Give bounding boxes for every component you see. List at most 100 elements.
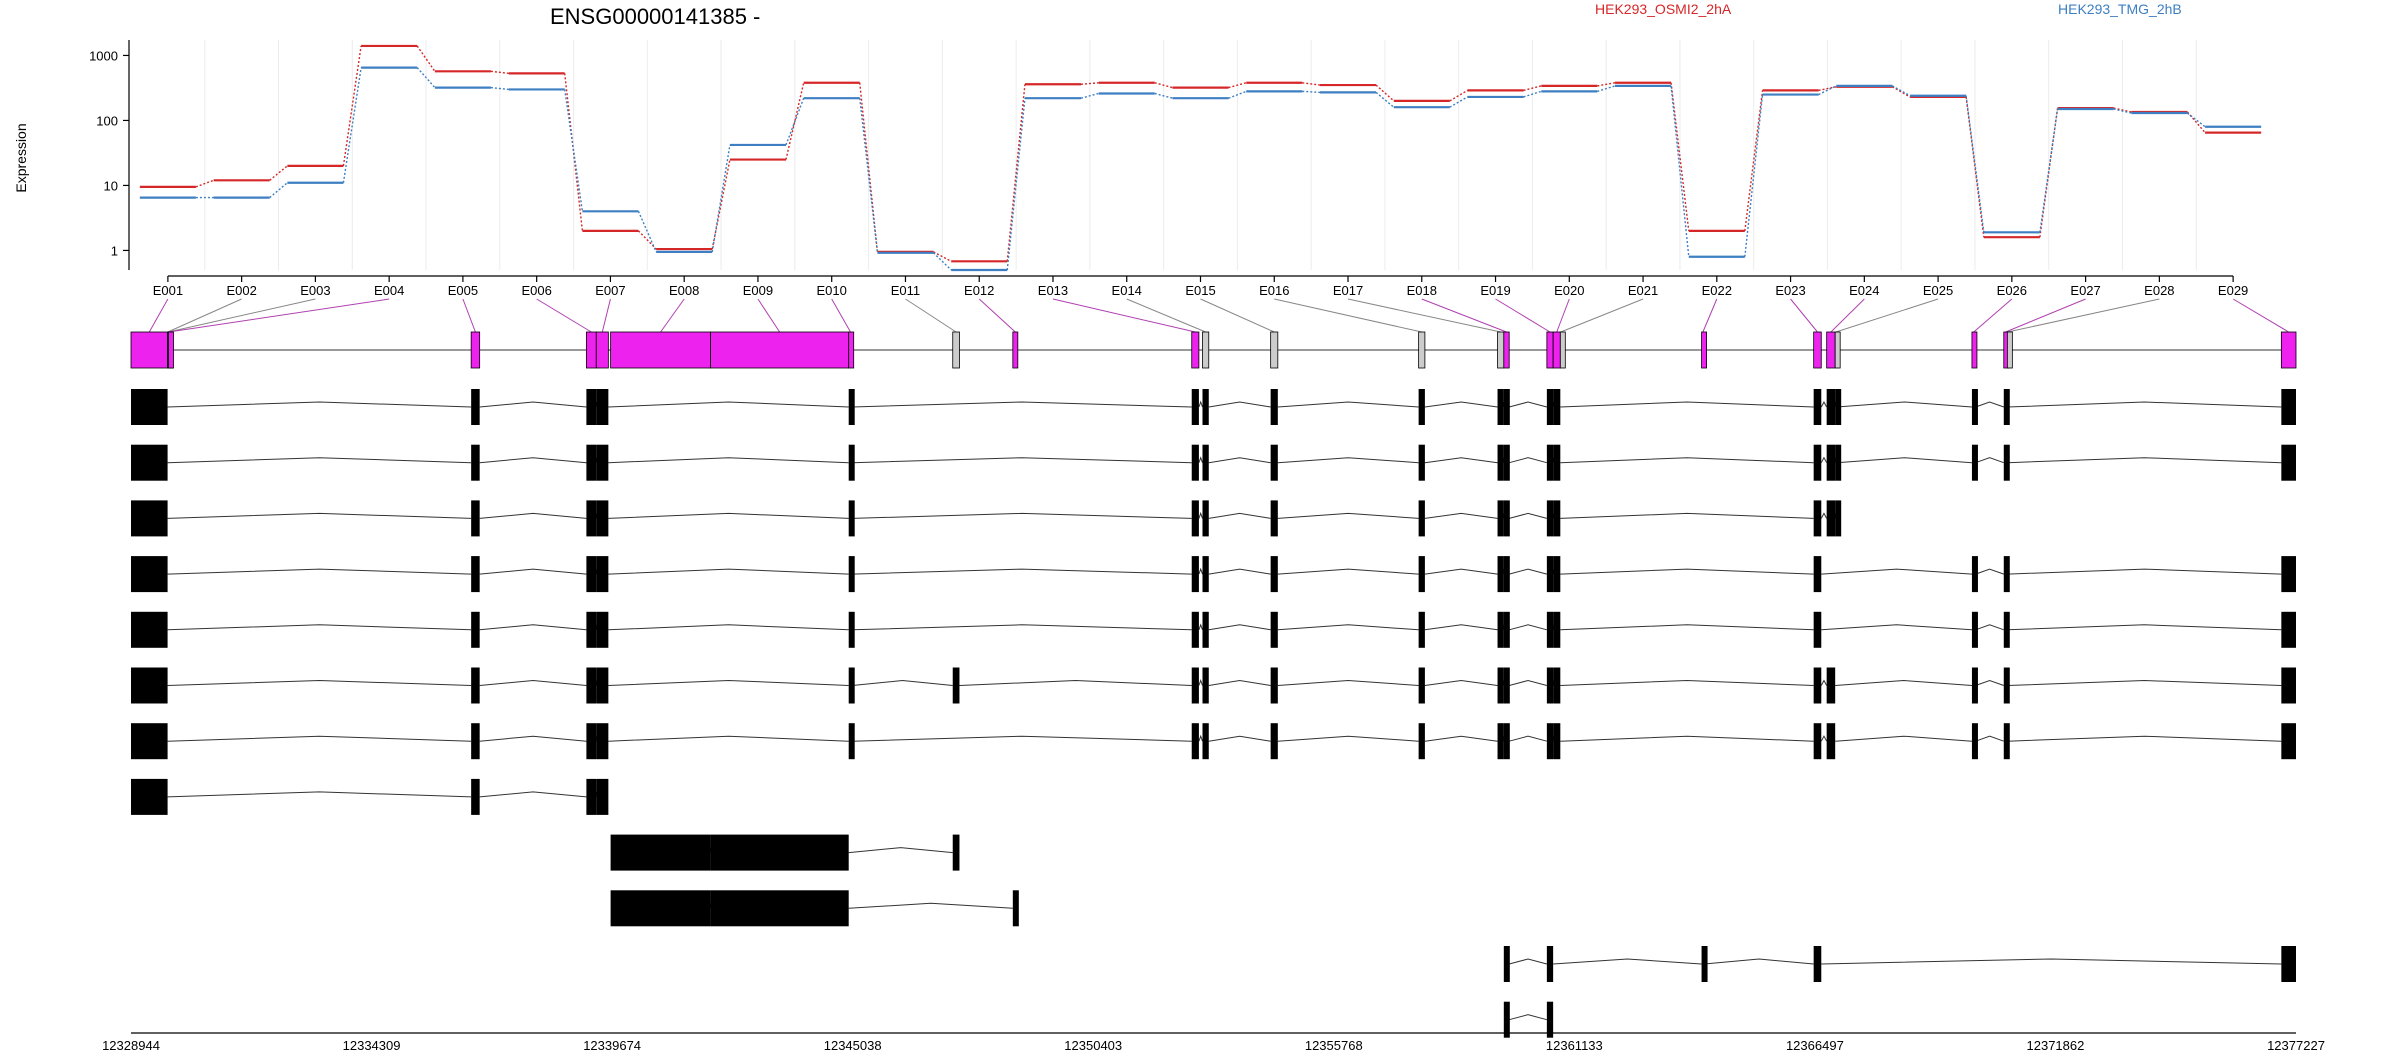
- gene-model: [130, 298, 2297, 369]
- transcript-models: [131, 389, 2296, 1038]
- exon-label: E009: [743, 283, 773, 298]
- transcript-exon: [1012, 890, 1019, 927]
- exon-box: [1559, 331, 1566, 369]
- exon-connector: [1126, 298, 1206, 333]
- exon-label: E024: [1849, 283, 1879, 298]
- exon-connector: [660, 298, 685, 333]
- exon-connector: [1052, 298, 1196, 333]
- exon-connector: [1790, 298, 1818, 333]
- exon-label: E007: [595, 283, 625, 298]
- transcript-exon: [1503, 389, 1510, 425]
- transcript-intron: [167, 456, 2282, 464]
- legend-series-1: HEK293_OSMI2_2hA: [1595, 1, 1732, 17]
- y-axis-label: Expression: [13, 123, 29, 192]
- transcript-exon: [1418, 611, 1425, 648]
- exon-label: E005: [448, 283, 478, 298]
- transcript-exon: [848, 500, 855, 537]
- transcript-exon: [1971, 667, 1978, 704]
- transcript-exon: [2003, 723, 2010, 760]
- series-2-connector: [1523, 90, 1542, 98]
- transcript-intron: [167, 679, 2282, 686]
- transcript-exon: [1270, 556, 1278, 593]
- series-1-connector: [1523, 85, 1542, 92]
- exon-label: E029: [2218, 283, 2248, 298]
- transcript-exon: [1202, 444, 1209, 481]
- transcript-exon: [2281, 946, 2296, 982]
- transcript-exon: [1553, 500, 1561, 537]
- exon-connector: [1835, 298, 1939, 333]
- transcript-exon: [1503, 667, 1510, 704]
- transcript-exon: [610, 890, 711, 927]
- transcript-exon: [1553, 444, 1561, 481]
- transcript-exon: [131, 667, 168, 704]
- exon-label: E017: [1333, 283, 1363, 298]
- transcript-exon: [1553, 667, 1561, 704]
- transcript-exon: [1202, 500, 1209, 537]
- series-1-connector: [1080, 82, 1099, 85]
- transcript-intron: [167, 623, 2282, 631]
- transcript-exon: [952, 667, 960, 704]
- transcript-exon: [1503, 444, 1510, 481]
- transcript-exon: [1418, 667, 1425, 704]
- exon-connector: [167, 298, 242, 333]
- transcript-exon: [131, 611, 168, 648]
- transcript-exon: [596, 611, 609, 648]
- transcript-exon: [596, 667, 609, 704]
- exon-label: E022: [1702, 283, 1732, 298]
- exon-label: E019: [1480, 283, 1510, 298]
- transcript-exon: [471, 611, 480, 648]
- exon-label: E014: [1112, 283, 1142, 298]
- transcript-exon: [1826, 667, 1836, 704]
- transcript-exon: [1497, 667, 1504, 704]
- transcript-exon: [596, 778, 609, 815]
- transcript-exon: [1546, 500, 1554, 537]
- exon-box: [1971, 331, 1978, 369]
- series-2-connector: [859, 98, 879, 253]
- transcript-exon: [848, 667, 855, 704]
- transcript-exon: [848, 444, 855, 481]
- series-2-connector: [564, 89, 584, 212]
- transcript-exon: [1270, 500, 1278, 537]
- coord-tick-label: 12355768: [1305, 1038, 1363, 1053]
- exon-connector: [168, 298, 316, 333]
- transcript-exon: [1503, 723, 1510, 760]
- series-2-connector: [1228, 90, 1247, 99]
- transcript-exon: [1553, 723, 1561, 760]
- series-2-connector: [1818, 85, 1837, 96]
- transcript-exon: [131, 389, 168, 425]
- series-2-connector: [1670, 85, 1690, 257]
- series-1-connector: [785, 82, 805, 160]
- y-tick-label: 1: [111, 243, 118, 258]
- transcript-exon: [1826, 500, 1836, 537]
- exon-box: [1012, 331, 1019, 369]
- transcript-exon: [1418, 389, 1425, 425]
- transcript-exon: [2003, 611, 2010, 648]
- transcript-exon: [2281, 723, 2296, 760]
- transcript-exon: [1813, 946, 1822, 982]
- exon-box: [1202, 331, 1210, 369]
- transcript-exon: [596, 500, 609, 537]
- transcript-exon: [1270, 389, 1278, 425]
- transcript-exon: [1270, 611, 1278, 648]
- series-2-connector: [1006, 98, 1026, 271]
- transcript-exon: [1813, 444, 1822, 481]
- transcript-exon: [848, 389, 855, 425]
- exon-connector: [1556, 298, 1570, 333]
- transcript-exon: [1202, 667, 1209, 704]
- exon-axis: E001 E002 E003 E004 E005 E006 E007 E008 E009 E010…: [153, 275, 2248, 298]
- transcript-exon: [1202, 389, 1209, 425]
- transcript-exon: [1270, 444, 1278, 481]
- exon-connector: [1274, 298, 1422, 333]
- coord-tick-label: 12377227: [2267, 1038, 2325, 1053]
- exon-connector: [757, 298, 781, 333]
- transcript-exon: [1497, 723, 1504, 760]
- series-1-connector: [711, 159, 731, 250]
- transcript-exon: [1503, 946, 1510, 982]
- transcript-exon: [2281, 667, 2296, 704]
- transcript-exon: [1971, 611, 1978, 648]
- transcript-exon: [1971, 444, 1978, 481]
- exon-box: [1552, 331, 1561, 369]
- transcript-exon: [1813, 500, 1822, 537]
- exon-box: [1270, 331, 1279, 369]
- coord-tick-label: 12345038: [824, 1038, 882, 1053]
